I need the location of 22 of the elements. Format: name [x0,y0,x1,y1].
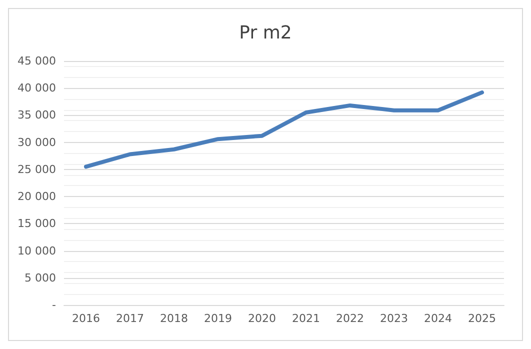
y-tick-label: 15 000 [18,217,56,230]
chart-title: Pr m2 [239,22,292,44]
y-tick-label: 30 000 [18,136,56,149]
x-tick-label: 2016 [72,312,100,325]
x-tick-label: 2017 [116,312,144,325]
x-tick-label: 2022 [336,312,364,325]
x-tick-label: 2024 [424,312,452,325]
y-tick-label: 10 000 [18,244,56,258]
x-tick-label: 2025 [468,312,496,325]
y-tick-label: 20 000 [18,190,56,204]
line-series [84,90,484,169]
x-tick-label: 2018 [160,312,188,325]
x-tick-label: 2021 [292,312,320,325]
y-tick-label: 40 000 [18,82,56,95]
x-tick-label: 2023 [380,312,408,325]
y-tick-label: 45 000 [18,54,56,68]
x-tick-label: 2019 [204,312,232,325]
y-tick-label: - [52,298,56,312]
y-tick-label: 5 000 [24,271,56,284]
y-tick-label: 25 000 [18,162,56,176]
y-tick-label: 35 000 [18,108,56,122]
x-tick-label: 2020 [248,312,276,325]
